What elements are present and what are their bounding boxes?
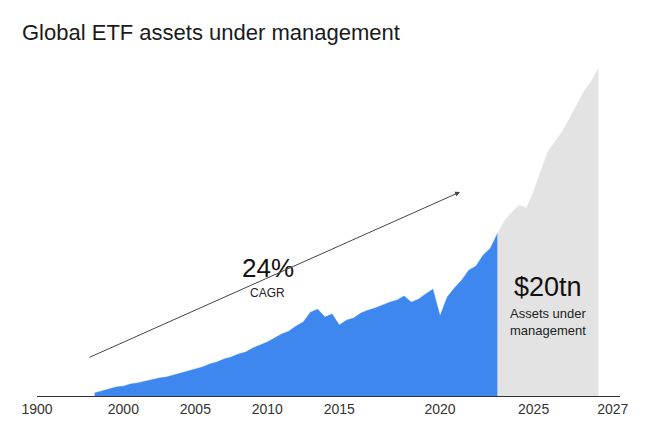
svg-text:2025: 2025 — [518, 401, 549, 417]
svg-text:2010: 2010 — [252, 401, 283, 417]
svg-text:24%: 24% — [242, 253, 294, 283]
svg-text:2005: 2005 — [180, 401, 211, 417]
svg-text:$20tn: $20tn — [514, 272, 582, 302]
svg-text:Assets undermanagement: Assets undermanagement — [510, 306, 587, 338]
svg-text:2027: 2027 — [597, 401, 628, 417]
svg-text:2000: 2000 — [108, 401, 139, 417]
svg-text:Global ETF assets under manage: Global ETF assets under management — [22, 20, 400, 45]
svg-text:1900: 1900 — [21, 401, 52, 417]
svg-text:2015: 2015 — [324, 401, 355, 417]
svg-text:2020: 2020 — [424, 401, 455, 417]
svg-text:CAGR: CAGR — [250, 286, 285, 300]
